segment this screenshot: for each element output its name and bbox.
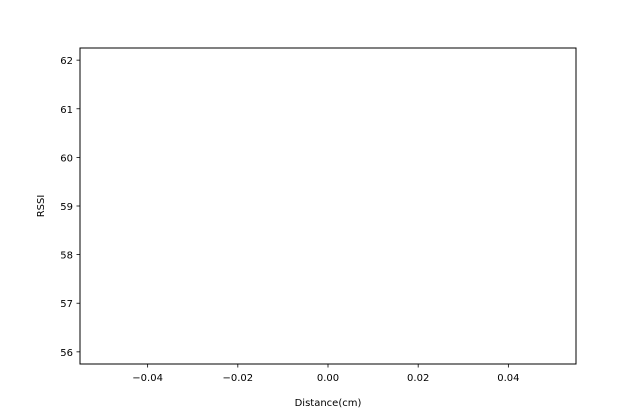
x-tick-label: 0.02 — [407, 373, 429, 384]
x-tick-label: 0.04 — [497, 373, 519, 384]
x-tick-label: 0.00 — [317, 373, 339, 384]
y-tick-label: 57 — [60, 299, 73, 310]
y-tick-label: 60 — [60, 153, 73, 164]
x-axis-label: Distance(cm) — [295, 398, 362, 409]
y-axis: 56 57 58 59 60 61 62 — [60, 56, 80, 359]
x-tick-label: −0.04 — [132, 373, 163, 384]
y-tick-label: 59 — [60, 202, 73, 213]
y-tick-label: 61 — [60, 105, 73, 116]
x-axis: −0.04 −0.02 0.00 0.02 0.04 — [132, 364, 519, 384]
y-tick-label: 58 — [60, 251, 73, 262]
plot-area — [79, 47, 577, 365]
y-axis-label: RSSI — [36, 195, 47, 218]
y-tick-label: 56 — [60, 348, 73, 359]
x-tick-label: −0.02 — [222, 373, 253, 384]
y-tick-label: 62 — [60, 56, 73, 67]
